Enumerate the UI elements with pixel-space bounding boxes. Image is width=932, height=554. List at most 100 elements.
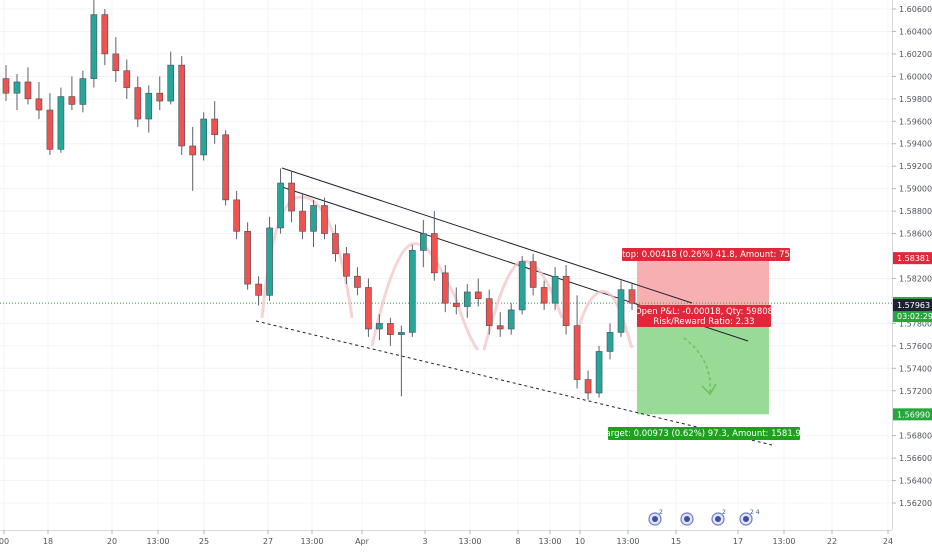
- pnl-label-box: [637, 305, 771, 327]
- candle: [485, 289, 493, 335]
- candle-body-down: [474, 291, 482, 299]
- event-icon-core: [743, 516, 749, 522]
- candle: [628, 284, 636, 310]
- candle: [277, 168, 284, 234]
- price-badge: 1.57963: [893, 299, 932, 312]
- candle-body-down: [134, 87, 142, 120]
- candle-body-up: [409, 250, 416, 333]
- candle-body-up: [606, 332, 614, 352]
- price-badge: 1.58381: [893, 252, 932, 265]
- candle-body-down: [321, 205, 328, 234]
- stop-label-box: [622, 248, 790, 261]
- price-tick-label: 1.57400: [899, 364, 932, 373]
- price-tick-label: 1.57200: [899, 387, 932, 396]
- event-icon[interactable]: 2: [648, 509, 663, 526]
- candle: [310, 199, 317, 248]
- candle-body-down: [343, 253, 350, 277]
- event-icon[interactable]: 2 4: [739, 509, 760, 526]
- candle: [244, 222, 251, 290]
- time-tick-label: 13:00: [538, 537, 561, 546]
- price-badge-box: [893, 299, 932, 312]
- candle-body-up: [376, 323, 383, 330]
- event-count: 2 4: [750, 509, 760, 516]
- price-tick-label: 1.58200: [899, 274, 932, 283]
- candle-body-down: [244, 231, 251, 285]
- candle: [365, 278, 372, 337]
- candle: [518, 256, 526, 315]
- price-badge-label: 03:02:29: [897, 312, 932, 321]
- time-tick-label: 25: [199, 537, 209, 546]
- price-tick-label: 1.57600: [899, 342, 932, 351]
- candle-body-up: [90, 14, 98, 79]
- candle-body-up: [277, 182, 284, 229]
- time-tick-label: 24: [883, 537, 893, 546]
- candle: [35, 81, 43, 120]
- candle-body-up: [617, 289, 625, 333]
- candle-body-down: [628, 289, 636, 304]
- price-tick-label: 1.60400: [899, 27, 932, 36]
- price-tick-label: 1.60000: [899, 72, 932, 81]
- candle: [13, 74, 21, 111]
- position-zones: [637, 258, 769, 415]
- price-tick-label: 1.59800: [899, 95, 932, 104]
- time-axis[interactable]: 00 18 20 13:00 25 27 13:00 Apr 3 13:00 8 13:00 10 13:…: [0, 530, 932, 550]
- position-labels: Stop: 0.00418 (0.26%) 41.8, Amount: 750 O…: [601, 248, 806, 440]
- candle: [167, 51, 175, 105]
- event-icon-core: [684, 516, 690, 522]
- candle-body-up: [266, 227, 273, 296]
- price-axis[interactable]: 1.60600 1.60400 1.60200 1.60000 1.59800 1.596…: [892, 0, 932, 550]
- candle-body-down: [288, 182, 295, 212]
- time-tick-label: 22: [827, 537, 837, 546]
- candle: [288, 171, 295, 223]
- event-icon[interactable]: [680, 512, 694, 526]
- candle: [79, 70, 87, 113]
- candle: [46, 93, 54, 155]
- price-badge-box: [893, 310, 932, 323]
- time-axis-bg: [0, 530, 932, 550]
- candle-body-down: [156, 92, 164, 102]
- event-count: 2: [659, 509, 663, 516]
- candle: [299, 194, 306, 240]
- candle: [507, 303, 515, 335]
- candle: [211, 101, 218, 144]
- candle-body-down: [430, 233, 438, 274]
- price-badge: 03:02:29: [893, 310, 932, 323]
- lower-trendline: [255, 320, 773, 446]
- pnl-label: Open P&L: -0.00018, Qty: 59808Risk/Rewar…: [635, 305, 773, 327]
- price-tick-label: 1.56200: [899, 499, 932, 508]
- candle: [430, 211, 438, 281]
- candle-body-up: [398, 332, 405, 335]
- candle: [101, 8, 109, 66]
- event-icon-core: [652, 516, 658, 522]
- candle: [441, 265, 449, 313]
- price-tick-label: 1.59600: [899, 117, 932, 126]
- candle-body-down: [452, 302, 460, 307]
- candle-body-down: [112, 53, 120, 72]
- event-icon[interactable]: 2: [711, 509, 726, 526]
- candle: [595, 345, 603, 398]
- price-badge-label: 1.56990: [897, 410, 930, 419]
- pnl-label-text: Risk/Reward Ratio: 2.33: [653, 317, 754, 327]
- candle-body-down: [299, 210, 306, 232]
- time-tick-label: 3: [422, 537, 427, 546]
- candle: [145, 85, 153, 133]
- event-markers[interactable]: 2 2 2 4: [648, 509, 760, 526]
- candle: [398, 325, 405, 397]
- candle-body-down: [24, 81, 32, 100]
- candle: [233, 190, 240, 240]
- grid: [0, 0, 892, 530]
- candle: [354, 267, 361, 296]
- candle-body-up: [200, 118, 208, 156]
- candle: [540, 280, 548, 310]
- pnl-label-text: Open P&L: -0.00018, Qty: 59808: [635, 307, 773, 317]
- candle: [321, 197, 328, 240]
- candle-body-down: [101, 14, 109, 55]
- candle: [332, 224, 339, 262]
- candle: [474, 278, 482, 307]
- candle-body-down: [562, 275, 570, 326]
- event-icon-core: [715, 516, 721, 522]
- price-tick-label: 1.59000: [899, 185, 932, 194]
- candle-body-down: [496, 325, 504, 330]
